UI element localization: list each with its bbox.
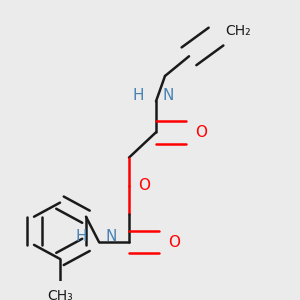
Text: H: H [133, 88, 144, 103]
Text: H: H [76, 229, 87, 244]
Text: O: O [168, 235, 180, 250]
Text: O: O [195, 125, 207, 140]
Text: N: N [105, 229, 116, 244]
Text: N: N [162, 88, 173, 103]
Text: CH₂: CH₂ [225, 24, 250, 38]
Text: O: O [138, 178, 150, 193]
Text: CH₃: CH₃ [47, 289, 73, 300]
